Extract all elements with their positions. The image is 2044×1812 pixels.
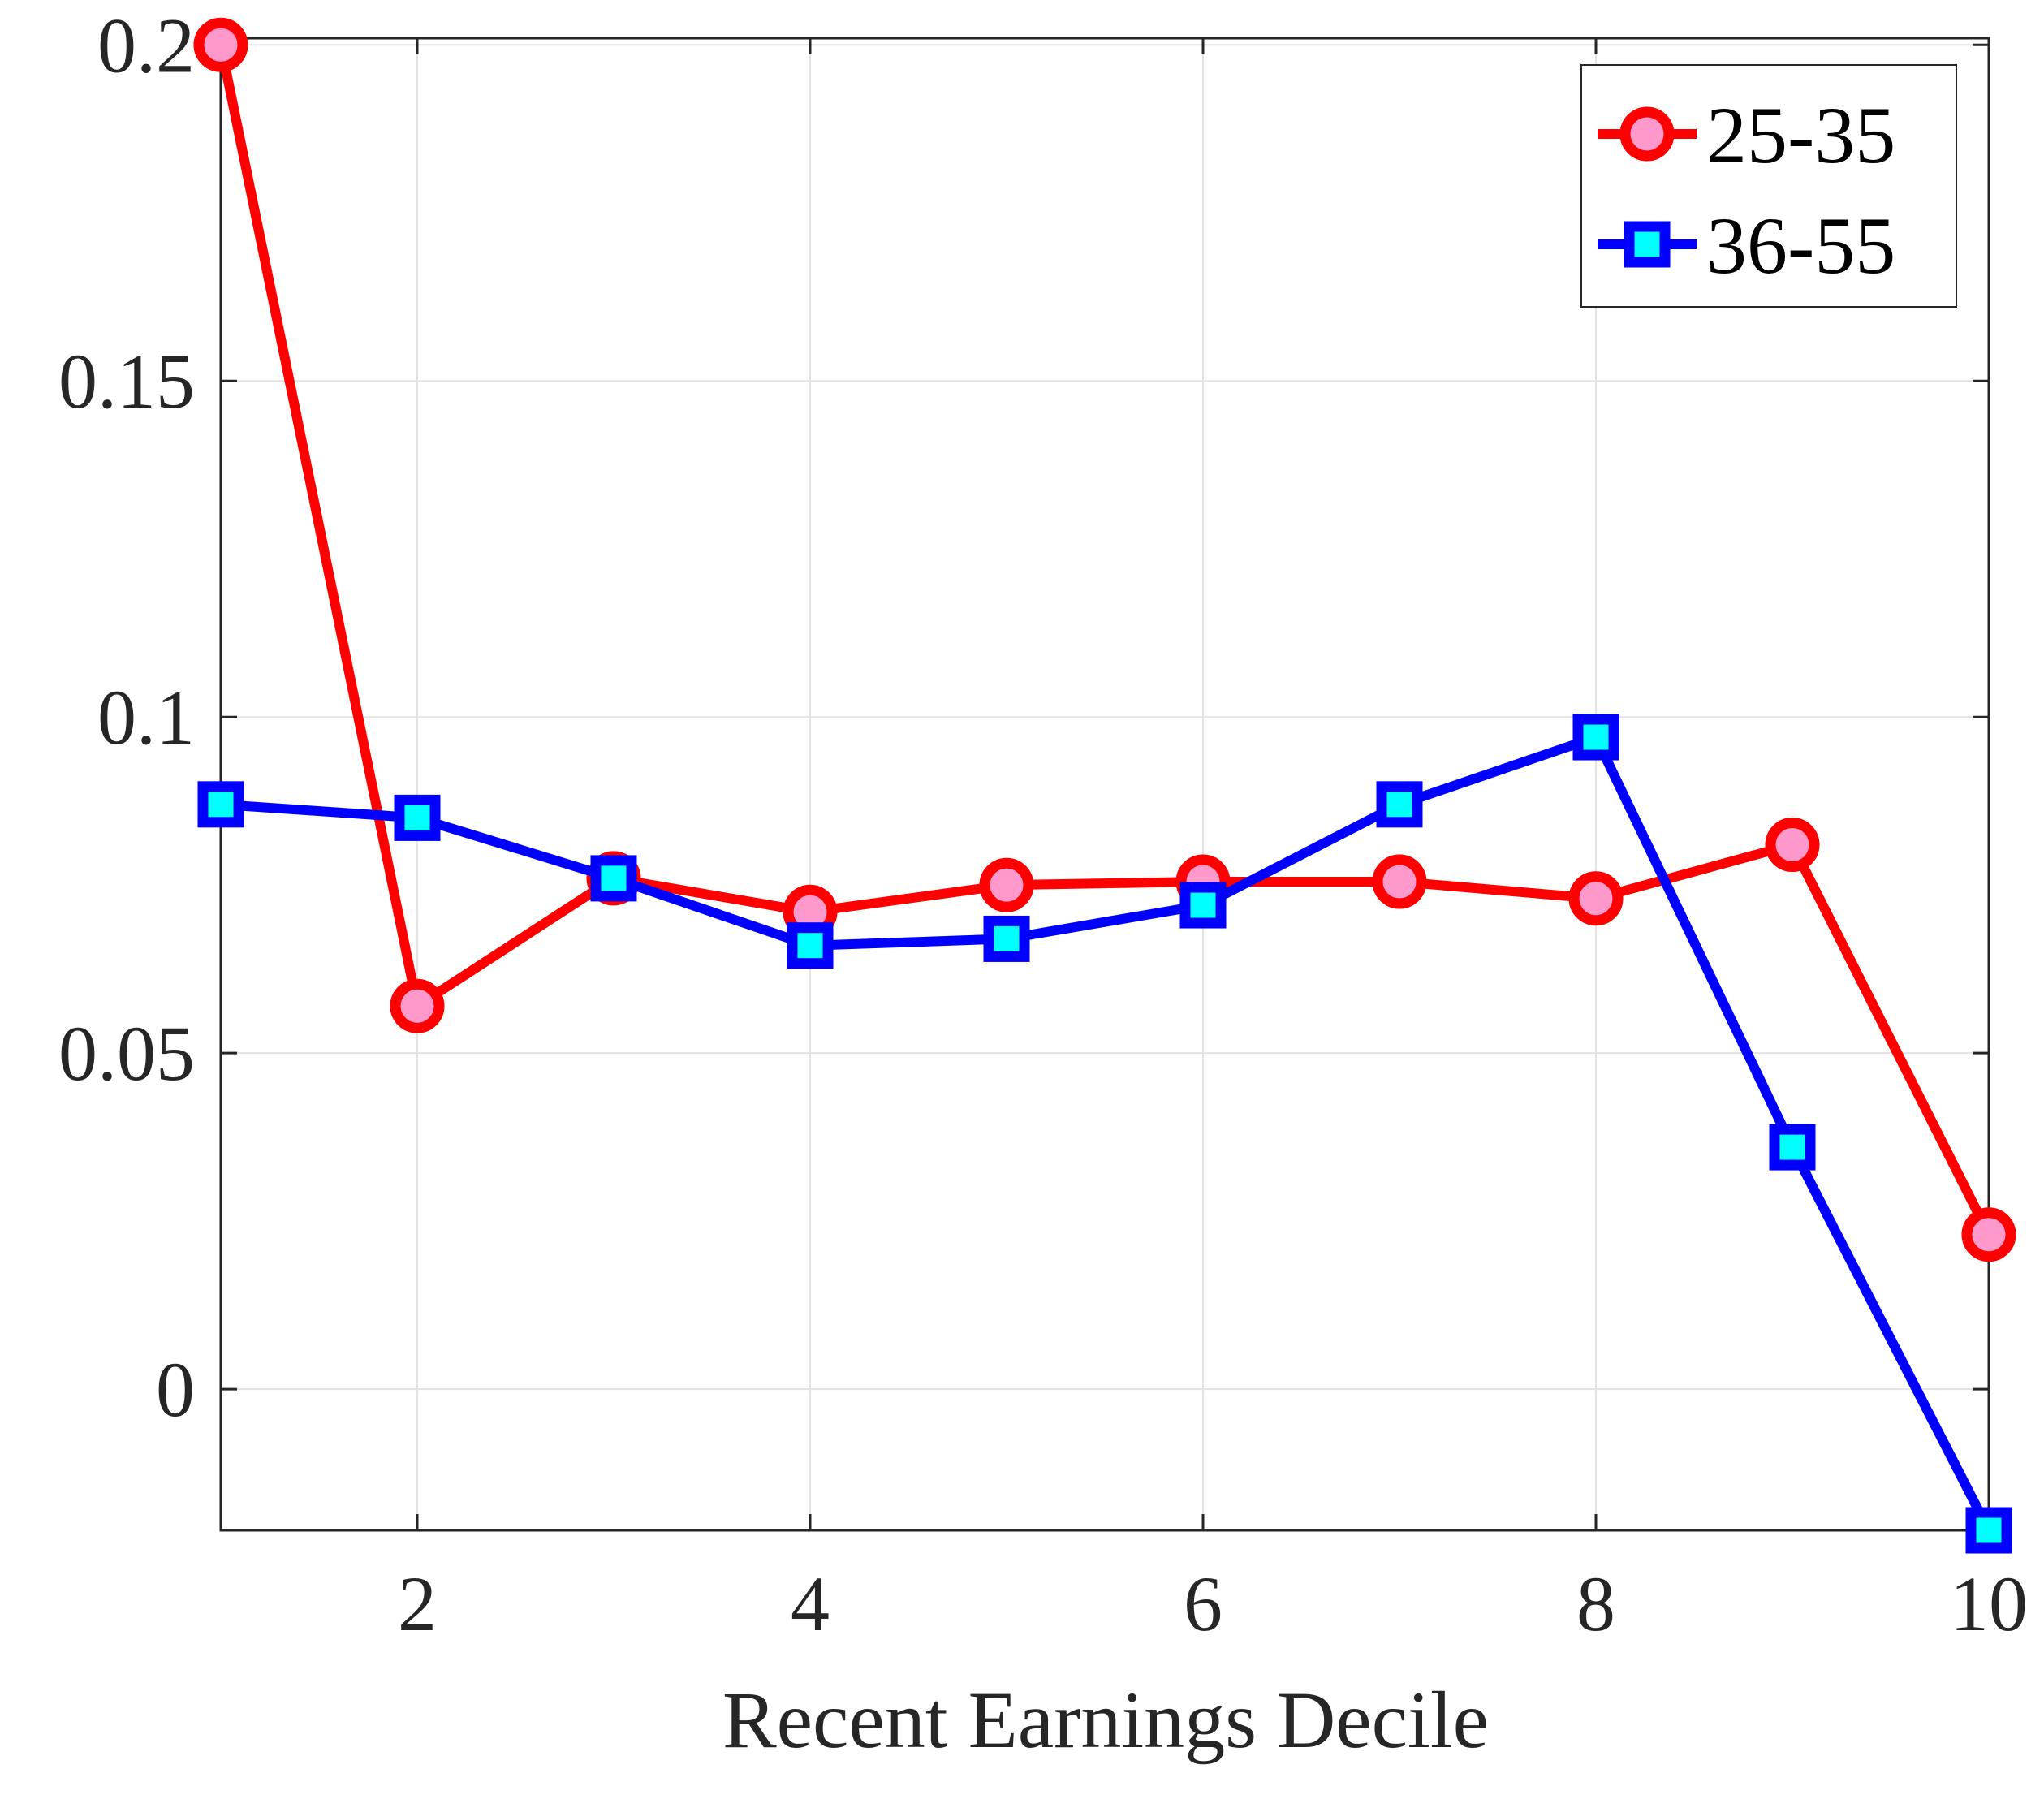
data-point [1572, 714, 1619, 761]
legend-label: 25-35 [1706, 90, 1895, 180]
data-point [1376, 781, 1423, 828]
x-tick-label: 6 [1184, 1560, 1223, 1647]
y-tick-label: 0 [156, 1346, 195, 1433]
series-line [216, 44, 1994, 1237]
series-36-55 [197, 714, 2012, 1554]
data-point [1179, 882, 1227, 929]
data-point [390, 978, 445, 1033]
y-tick-label: 0.1 [97, 674, 195, 761]
data-point [1769, 1124, 1816, 1171]
data-point [1372, 854, 1427, 909]
data-point [1568, 871, 1624, 926]
legend-label: 36-55 [1706, 201, 1895, 291]
data-point [1961, 1207, 2016, 1262]
data-point [787, 922, 834, 969]
series-line [220, 732, 1994, 1533]
data-point [193, 17, 248, 72]
data-point [590, 855, 637, 902]
x-tick-label: 2 [398, 1560, 437, 1647]
x-axis-tick-labels: 2 4 6 8 10 [398, 1560, 2028, 1647]
data-point [979, 857, 1034, 912]
data-point [983, 915, 1030, 962]
x-tick-label: 4 [791, 1560, 830, 1647]
data-point [1765, 818, 1820, 873]
data-point [197, 781, 244, 828]
x-axis-label: Recent Earnings Decile [722, 1675, 1489, 1765]
y-tick-label: 0.15 [58, 338, 195, 425]
axis-ticks [221, 38, 1990, 1530]
legend-marker [1619, 106, 1675, 162]
y-axis-tick-labels: 0 0.05 0.1 0.15 0.2 [58, 2, 195, 1433]
y-tick-label: 0.2 [97, 2, 195, 88]
legend-entry: 25-35 [1598, 90, 1895, 180]
x-tick-label: 8 [1576, 1560, 1615, 1647]
x-tick-label: 10 [1950, 1560, 2028, 1647]
y-tick-label: 0.05 [58, 1010, 195, 1097]
legend-entry: 36-55 [1598, 201, 1895, 291]
legend-marker [1624, 221, 1671, 268]
data-point [1965, 1507, 2012, 1554]
legend: 25-35 36-55 [1580, 64, 1957, 308]
data-point [394, 794, 441, 841]
series-layer [193, 17, 2016, 1554]
